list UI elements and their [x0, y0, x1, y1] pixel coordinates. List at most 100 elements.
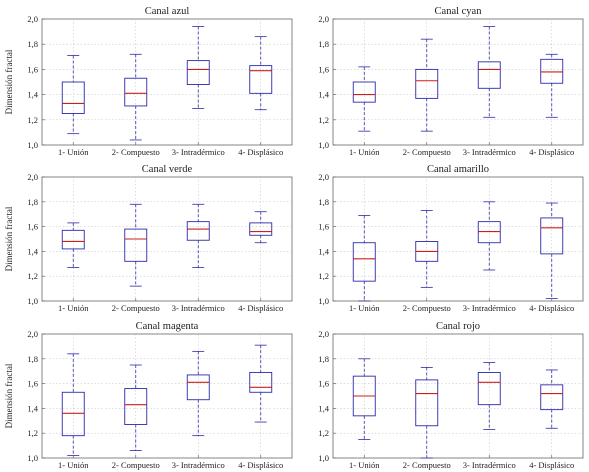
y-tick-label: 1,8: [318, 354, 329, 364]
box-iqr: [477, 221, 501, 244]
x-tick-label: 2- Compuesto: [112, 303, 160, 313]
box-iqr: [540, 384, 564, 411]
y-tick-label: 2,0: [318, 329, 329, 339]
y-tick-label: 1,6: [27, 64, 38, 74]
x-tick-label: 4- Displásico: [529, 303, 574, 313]
y-tick-label: 2,0: [27, 14, 38, 24]
box-iqr: [249, 222, 273, 236]
y-tick-label: 1,6: [318, 222, 329, 232]
y-tick-label: 2,0: [27, 172, 38, 182]
y-tick-label: 1,0: [318, 140, 329, 150]
y-tick-label: 1,2: [27, 428, 38, 438]
x-tick-label: 2- Compuesto: [403, 147, 451, 157]
x-tick-label: 4- Displásico: [238, 460, 283, 470]
y-tick-label: 1,6: [318, 379, 329, 389]
plot-frame: [332, 176, 584, 302]
x-tick-label: 3- Intradérmico: [172, 460, 225, 470]
y-tick-label: 1,0: [318, 453, 329, 463]
y-tick-label: 1,2: [318, 271, 329, 281]
y-tick-label: 1,8: [27, 39, 38, 49]
y-tick-label: 1,4: [318, 403, 329, 413]
y-tick-label: 1,2: [27, 115, 38, 125]
y-tick-label: 1,0: [27, 296, 38, 306]
box-iqr: [124, 388, 148, 425]
box-iqr: [186, 60, 210, 85]
box-iqr: [540, 58, 564, 84]
box-iqr: [249, 65, 273, 94]
panel-6: 1,0 1,2 1,4 1,6 1,8 2,0 1- Unión 2- Compuesto 3-…: [318, 321, 584, 470]
box-iqr: [249, 371, 273, 393]
y-tick-label: 1,0: [27, 453, 38, 463]
x-tick-label: 1- Unión: [349, 147, 380, 157]
y-tick-label: 1,4: [318, 90, 329, 100]
x-tick-label: 2- Compuesto: [112, 460, 160, 470]
y-tick-label: 1,8: [27, 197, 38, 207]
y-tick-label: 1,4: [27, 90, 38, 100]
x-tick-label: 1- Unión: [58, 303, 89, 313]
box-iqr: [477, 371, 501, 406]
y-tick-label: 1,4: [27, 246, 38, 256]
panel-5: 1,0 1,2 1,4 1,6 1,8 2,0 1- Unión 2- Compuesto 3-…: [4, 321, 293, 470]
box-iqr: [352, 81, 376, 103]
y-tick-label: 1,2: [318, 428, 329, 438]
x-tick-label: 4- Displásico: [529, 460, 574, 470]
panel-4: 1,0 1,2 1,4 1,6 1,8 2,0 1- Unión 2- Compuesto 3-…: [318, 164, 584, 313]
chart-title: Canal cyan: [435, 6, 483, 17]
box-iqr: [124, 77, 148, 107]
y-tick-label: 1,2: [318, 115, 329, 125]
x-tick-label: 2- Compuesto: [112, 147, 160, 157]
x-tick-label: 1- Unión: [349, 460, 380, 470]
y-tick-label: 1,6: [27, 222, 38, 232]
x-tick-label: 1- Unión: [58, 460, 89, 470]
y-tick-label: 2,0: [27, 329, 38, 339]
x-tick-label: 4- Displásico: [529, 147, 574, 157]
box-iqr: [61, 229, 85, 250]
chart-title: Canal amarillo: [427, 164, 489, 175]
y-tick-label: 1,4: [27, 403, 38, 413]
y-tick-label: 1,6: [318, 64, 329, 74]
y-tick-label: 1,8: [318, 39, 329, 49]
y-tick-label: 1,8: [27, 354, 38, 364]
x-tick-label: 4- Displásico: [238, 147, 283, 157]
y-tick-label: 1,0: [318, 296, 329, 306]
x-tick-label: 2- Compuesto: [403, 460, 451, 470]
plot-frame: [41, 176, 293, 302]
y-tick-label: 1,4: [318, 246, 329, 256]
box-iqr: [352, 242, 376, 282]
x-tick-label: 3- Intradérmico: [172, 303, 225, 313]
y-axis-label: Dimensión fractal: [4, 206, 14, 271]
y-tick-label: 1,2: [27, 271, 38, 281]
box-iqr: [477, 61, 501, 89]
x-tick-label: 2- Compuesto: [403, 303, 451, 313]
chart-title: Canal magenta: [136, 321, 199, 332]
box-iqr: [186, 221, 210, 241]
y-tick-label: 2,0: [318, 14, 329, 24]
box-iqr: [415, 68, 439, 99]
panel-3: 1,0 1,2 1,4 1,6 1,8 2,0 1- Unión 2- Compuesto 3-…: [4, 164, 293, 313]
panel-1: 1,0 1,2 1,4 1,6 1,8 2,0 1- Unión 2- Compuesto 3-…: [4, 6, 293, 157]
box-iqr: [61, 81, 85, 114]
x-tick-label: 3- Intradérmico: [463, 147, 516, 157]
box-iqr: [61, 391, 85, 437]
x-tick-label: 4- Displásico: [238, 303, 283, 313]
y-axis-label: Dimensión fractal: [4, 49, 14, 114]
box-iqr: [540, 217, 564, 255]
x-tick-label: 3- Intradérmico: [172, 147, 225, 157]
y-tick-label: 1,8: [318, 197, 329, 207]
box-iqr: [124, 228, 148, 262]
x-tick-label: 3- Intradérmico: [463, 460, 516, 470]
chart-title: Canal verde: [142, 164, 193, 175]
y-tick-label: 1,6: [27, 379, 38, 389]
chart-title: Canal azul: [145, 6, 190, 17]
x-tick-label: 3- Intradérmico: [463, 303, 516, 313]
plot-frame: [41, 333, 293, 459]
y-axis-label: Dimensión fractal: [4, 363, 14, 428]
x-tick-label: 1- Unión: [349, 303, 380, 313]
box-iqr: [415, 379, 439, 427]
y-tick-label: 1,0: [27, 140, 38, 150]
box-iqr: [186, 374, 210, 401]
x-tick-label: 1- Unión: [58, 147, 89, 157]
y-tick-label: 2,0: [318, 172, 329, 182]
chart-title: Canal rojo: [436, 321, 480, 332]
